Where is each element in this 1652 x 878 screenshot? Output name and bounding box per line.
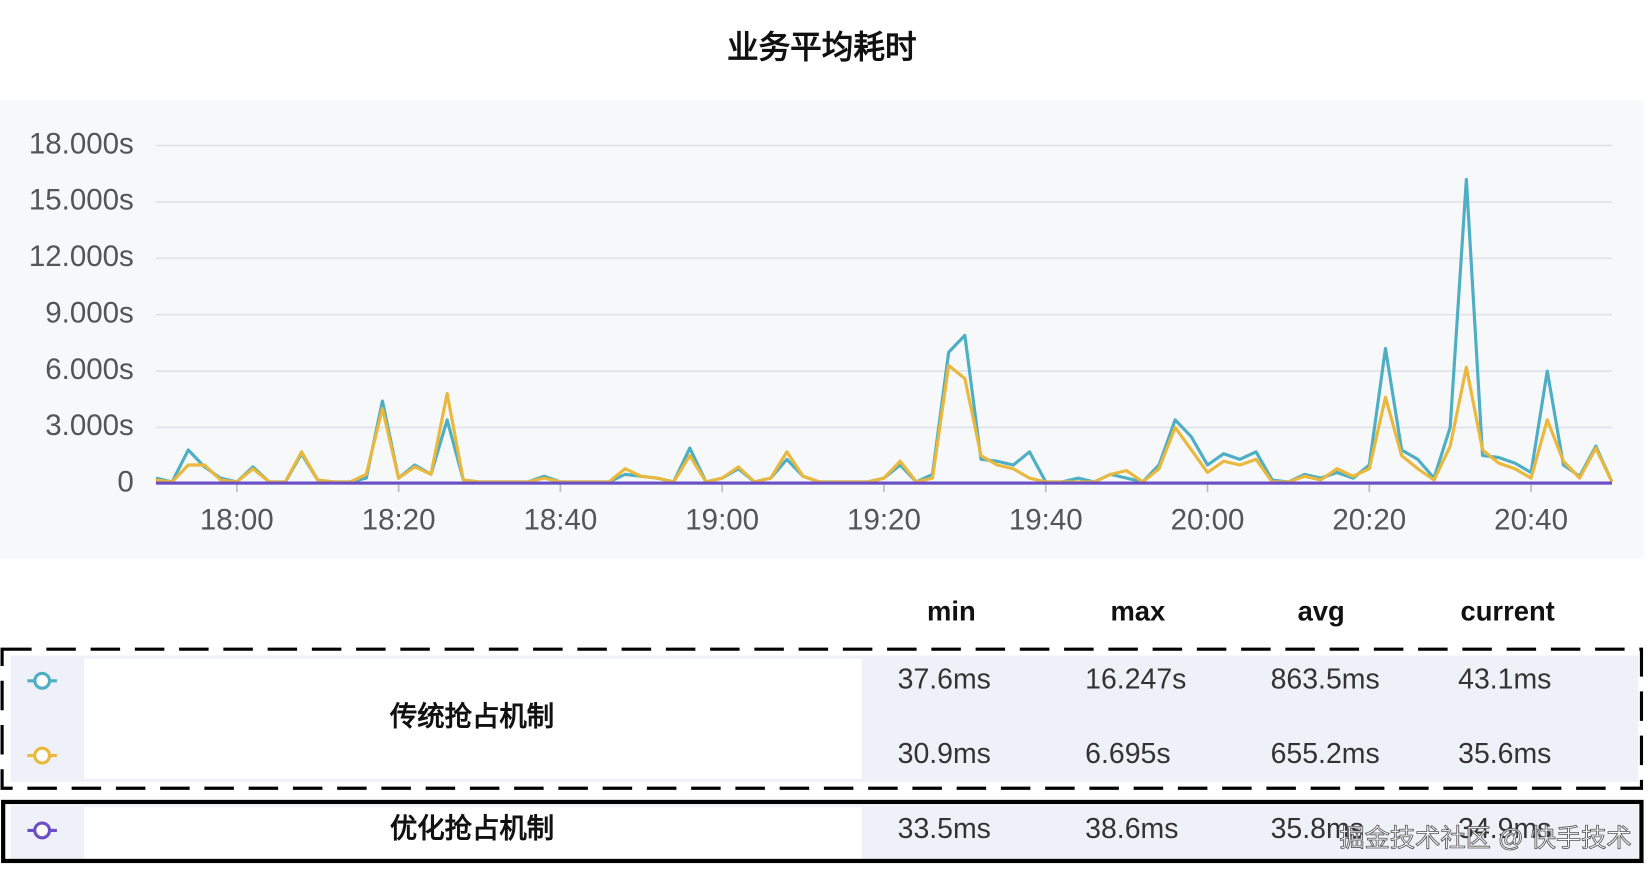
series-line xyxy=(155,363,1614,484)
y-tick-label: 3.000s xyxy=(45,409,134,442)
x-tick-label: 18:00 xyxy=(200,504,274,537)
dashed-frame xyxy=(0,647,1644,790)
stat-value: 34.9ms xyxy=(1458,813,1551,845)
watermark: 掘金技术社区 @ 快手技术 xyxy=(1339,825,1631,853)
y-tick-label: 6.000s xyxy=(45,353,134,386)
legend-label: 传统抢占机制 xyxy=(389,700,554,731)
x-tick-label: 19:20 xyxy=(847,504,921,537)
x-tick-label: 20:40 xyxy=(1494,504,1568,537)
x-tick-label: 18:40 xyxy=(523,504,597,537)
stat-value: 35.6ms xyxy=(1458,738,1551,770)
y-tick-label: 9.000s xyxy=(45,296,134,329)
legend-marker xyxy=(33,746,52,765)
y-tick-label: 12.000s xyxy=(29,240,134,273)
name-cell xyxy=(84,807,862,859)
x-tick-label: 20:00 xyxy=(1171,504,1245,537)
legend-table xyxy=(0,647,1644,864)
x-tick-label: 19:40 xyxy=(1009,504,1083,537)
stat-value: 43.1ms xyxy=(1458,663,1551,695)
column-header: max xyxy=(1110,596,1166,627)
x-tick-label: 20:20 xyxy=(1332,504,1406,537)
chart-title: 业务平均耗时 xyxy=(727,29,917,65)
stat-value: 37.6ms xyxy=(898,663,991,695)
x-tick-label: 18:20 xyxy=(362,504,436,537)
y-tick-label: 18.000s xyxy=(29,127,134,160)
x-tick-label: 19:00 xyxy=(685,504,759,537)
y-tick-label: 15.000s xyxy=(29,184,134,217)
column-header: avg xyxy=(1298,596,1345,627)
legend-marker xyxy=(33,671,52,690)
stat-value: 35.8ms xyxy=(1271,813,1364,845)
name-cell xyxy=(84,658,862,779)
stat-value: 38.6ms xyxy=(1085,813,1178,845)
solid-frame xyxy=(1,799,1644,864)
legend-label: 优化抢占机制 xyxy=(390,813,554,844)
stat-value: 863.5ms xyxy=(1271,663,1380,695)
stat-value: 33.5ms xyxy=(898,813,991,845)
column-header: min xyxy=(927,596,976,627)
stat-value: 655.2ms xyxy=(1271,738,1380,770)
stat-value: 30.9ms xyxy=(898,738,991,770)
y-tick-label: 0 xyxy=(117,466,133,499)
legend-marker xyxy=(33,821,52,840)
stat-value: 16.247s xyxy=(1085,663,1186,695)
plot-background xyxy=(0,100,1644,559)
stat-value: 6.695s xyxy=(1085,738,1170,770)
column-header: current xyxy=(1460,596,1554,627)
